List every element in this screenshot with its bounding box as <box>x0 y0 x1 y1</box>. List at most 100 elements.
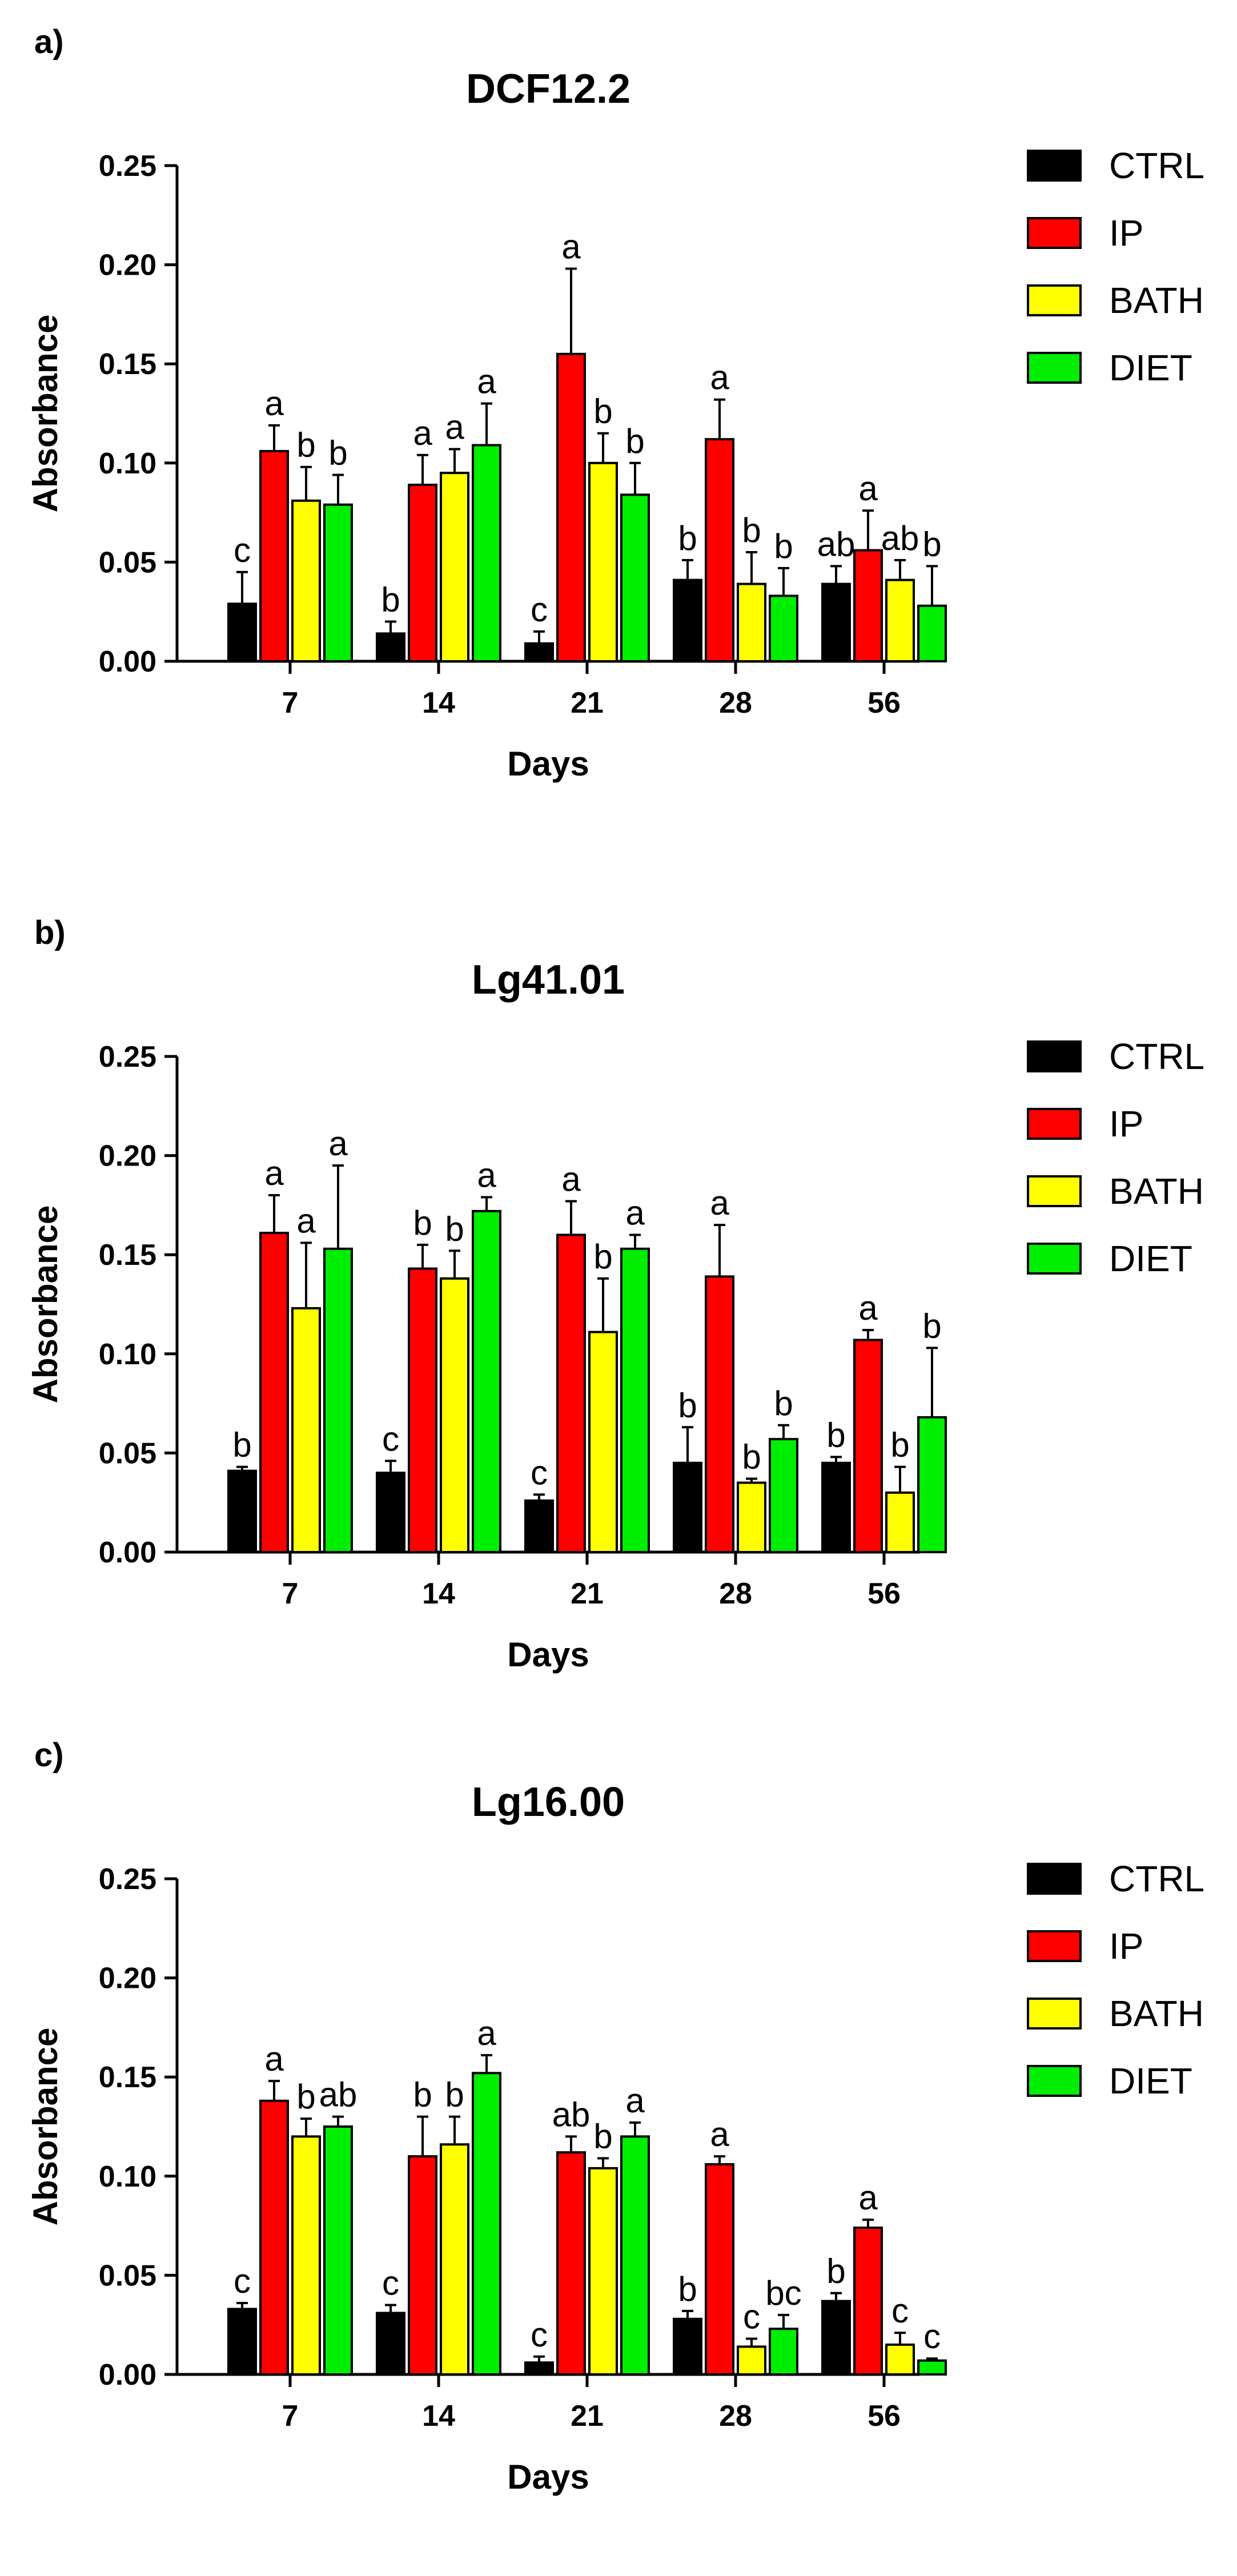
significance-label: b <box>625 422 644 460</box>
bar <box>821 1461 851 1554</box>
bar <box>408 483 437 662</box>
legend-label: BATH <box>1109 280 1204 321</box>
x-axis-title: Days <box>507 1635 589 1674</box>
significance-label: c <box>531 2316 548 2354</box>
bar <box>408 1267 437 1554</box>
bar <box>885 2343 915 2376</box>
significance-label: c <box>234 2262 251 2300</box>
y-axis-title: Absorbance <box>26 2028 65 2226</box>
x-tick-label: 28 <box>719 1577 752 1610</box>
x-tick-label: 21 <box>571 1577 604 1610</box>
legend-label: IP <box>1109 212 1143 254</box>
y-tick-label: 0.10 <box>99 447 156 480</box>
chart-title: DCF12.2 <box>466 66 630 112</box>
bar <box>472 1209 501 1553</box>
significance-label: b <box>774 527 793 565</box>
chart-title: Lg41.01 <box>472 957 625 1003</box>
bar <box>885 578 915 663</box>
bar <box>376 632 405 662</box>
legend-swatch <box>1027 1243 1082 1275</box>
legend-label: IP <box>1109 1103 1143 1144</box>
significance-label: b <box>742 1438 761 1476</box>
significance-label: b <box>678 1386 697 1424</box>
legend-label: CTRL <box>1109 1036 1204 1077</box>
significance-label: b <box>413 2076 432 2114</box>
bar <box>917 2359 947 2376</box>
significance-label: a <box>710 359 729 397</box>
x-tick-label: 28 <box>719 2400 752 2433</box>
y-tick-label: 0.00 <box>99 2358 156 2392</box>
y-tick-label: 0.25 <box>99 1040 156 1074</box>
panel-label: c) <box>34 1737 64 1774</box>
bar <box>620 1247 650 1553</box>
significance-label: a <box>477 1156 496 1195</box>
y-tick-label: 0.05 <box>99 1437 156 1470</box>
significance-label: a <box>477 363 496 401</box>
significance-label: b <box>890 1426 909 1464</box>
bar <box>524 642 554 662</box>
significance-label: a <box>710 1184 729 1222</box>
significance-label: b <box>826 2252 845 2290</box>
bar <box>472 2072 501 2376</box>
y-tick-label: 0.20 <box>99 249 156 282</box>
y-tick-label: 0.20 <box>99 1140 156 1173</box>
legend-swatch <box>1027 150 1082 182</box>
bar <box>769 594 798 662</box>
significance-label: a <box>858 2179 878 2217</box>
legend-swatch <box>1027 1930 1082 1962</box>
significance-label: a <box>264 2040 284 2078</box>
x-tick-label: 56 <box>867 1577 901 1610</box>
significance-label: c <box>923 2317 941 2356</box>
significance-label: a <box>477 2014 496 2052</box>
x-tick-label: 14 <box>422 686 455 720</box>
bar <box>259 2099 289 2376</box>
y-tick-label: 0.15 <box>99 1239 156 1272</box>
y-tick-label: 0.05 <box>99 2259 156 2292</box>
legend-label: DIET <box>1109 1238 1192 1279</box>
significance-label: c <box>891 2292 909 2330</box>
bar <box>408 2155 437 2376</box>
x-axis-title: Days <box>507 745 589 783</box>
bar <box>440 1277 469 1553</box>
bar-chart: DCF12.2 0.00 0.05 0.10 0.15 0.20 0.25 Absorbanc… <box>26 66 1204 783</box>
bar <box>737 582 766 662</box>
bar <box>769 1438 798 1554</box>
bar <box>524 1499 554 1554</box>
chart-panel-b: b) Lg41.01 0.00 0.05 0.10 0.15 0.20 0.25 Absorb… <box>0 891 1237 1747</box>
bar <box>291 2135 321 2376</box>
significance-label: a <box>264 384 284 423</box>
y-tick-label: 0.10 <box>99 1338 156 1371</box>
y-tick-label: 0.00 <box>99 645 156 678</box>
significance-label: a <box>858 469 878 508</box>
legend-label: BATH <box>1109 1993 1204 2034</box>
bar <box>885 1491 915 1553</box>
significance-label: c <box>531 1453 548 1492</box>
significance-label: a <box>710 2115 729 2153</box>
bar <box>673 578 702 663</box>
legend-label: CTRL <box>1109 1858 1204 1899</box>
x-tick-label: 14 <box>422 2400 455 2433</box>
x-axis-title: Days <box>507 2458 589 2496</box>
y-tick-label: 0.00 <box>99 1536 156 1569</box>
x-tick-label: 21 <box>571 686 604 720</box>
bar <box>737 1481 766 1553</box>
significance-label: b <box>742 511 761 549</box>
bar <box>376 2312 405 2376</box>
legend-swatch <box>1027 1175 1082 1207</box>
y-axis-title: Absorbance <box>26 1205 65 1404</box>
legend-swatch <box>1027 1108 1082 1140</box>
bar <box>227 1469 257 1554</box>
bar-chart: Lg16.00 0.00 0.05 0.10 0.15 0.20 0.25 Absorbanc… <box>26 1779 1204 2496</box>
bar <box>376 1472 405 1553</box>
bar <box>853 1339 883 1553</box>
significance-label: ab <box>881 519 919 557</box>
significance-label: b <box>445 1209 464 1248</box>
bar <box>673 2317 702 2376</box>
bar <box>588 2167 618 2376</box>
significance-label: ab <box>319 2076 358 2114</box>
bar <box>323 2125 353 2376</box>
significance-label: b <box>922 1307 941 1345</box>
significance-label: b <box>381 581 400 619</box>
significance-label: bc <box>765 2274 801 2312</box>
significance-label: c <box>382 2264 399 2302</box>
